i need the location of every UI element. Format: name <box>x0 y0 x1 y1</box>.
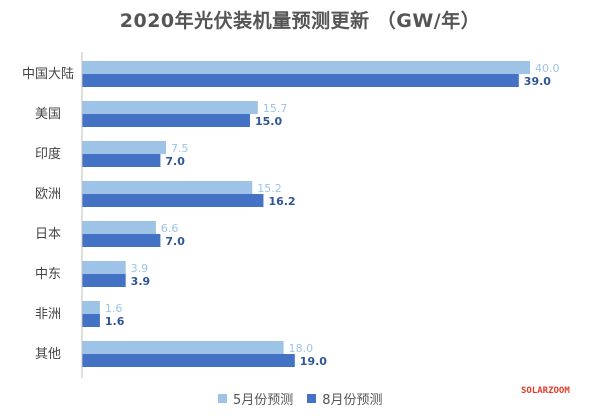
category-label: 欧洲 <box>35 187 61 202</box>
legend-label-may: 5月份预测 <box>233 392 294 408</box>
category-label: 日本 <box>35 227 61 242</box>
data-label: 15.0 <box>255 115 282 128</box>
category-label: 美国 <box>35 107 61 122</box>
data-label: 1.6 <box>105 315 125 328</box>
category-label: 非洲 <box>35 307 61 322</box>
category-label: 印度 <box>35 146 61 162</box>
data-label: 15.7 <box>263 102 288 115</box>
bar <box>82 234 161 247</box>
legend-item-august: 8月份预测 <box>307 389 383 408</box>
legend: 5月份预测 8月份预测 <box>218 388 397 408</box>
data-label: 1.6 <box>105 302 123 315</box>
bar <box>82 141 166 154</box>
bar <box>82 261 126 274</box>
data-label: 3.9 <box>131 275 151 288</box>
bar <box>82 314 100 327</box>
solarzoom-watermark: SOLARZOOM <box>521 386 570 396</box>
bar <box>82 114 250 127</box>
chart-title: 2020年光伏装机量预测更新 （GW/年） <box>119 10 481 32</box>
data-label: 16.2 <box>268 195 295 208</box>
legend-item-may: 5月份预测 <box>218 389 293 408</box>
bar <box>82 274 126 287</box>
data-label: 7.5 <box>171 142 189 155</box>
data-label: 39.0 <box>524 75 551 88</box>
data-label: 7.0 <box>165 235 185 248</box>
data-label: 6.6 <box>161 222 179 235</box>
data-label: 40.0 <box>535 62 560 75</box>
data-label: 18.0 <box>289 342 314 355</box>
bar <box>82 301 100 314</box>
bar <box>82 181 253 194</box>
bar <box>82 154 161 167</box>
bar <box>82 341 284 354</box>
bar <box>82 101 258 114</box>
bar <box>82 61 530 74</box>
category-label: 其他 <box>35 347 61 362</box>
bar <box>82 74 519 87</box>
legend-swatch-may <box>218 393 227 403</box>
data-label: 15.2 <box>257 182 282 195</box>
bar <box>82 194 264 207</box>
data-label: 19.0 <box>300 355 327 368</box>
legend-label-august: 8月份预测 <box>322 392 383 408</box>
bar <box>82 354 295 367</box>
category-label: 中东 <box>35 267 61 282</box>
data-label: 3.9 <box>131 262 149 275</box>
bar <box>82 221 156 234</box>
data-label: 7.0 <box>165 155 185 168</box>
category-label: 中国大陆 <box>22 66 74 82</box>
legend-swatch-august <box>307 393 317 403</box>
